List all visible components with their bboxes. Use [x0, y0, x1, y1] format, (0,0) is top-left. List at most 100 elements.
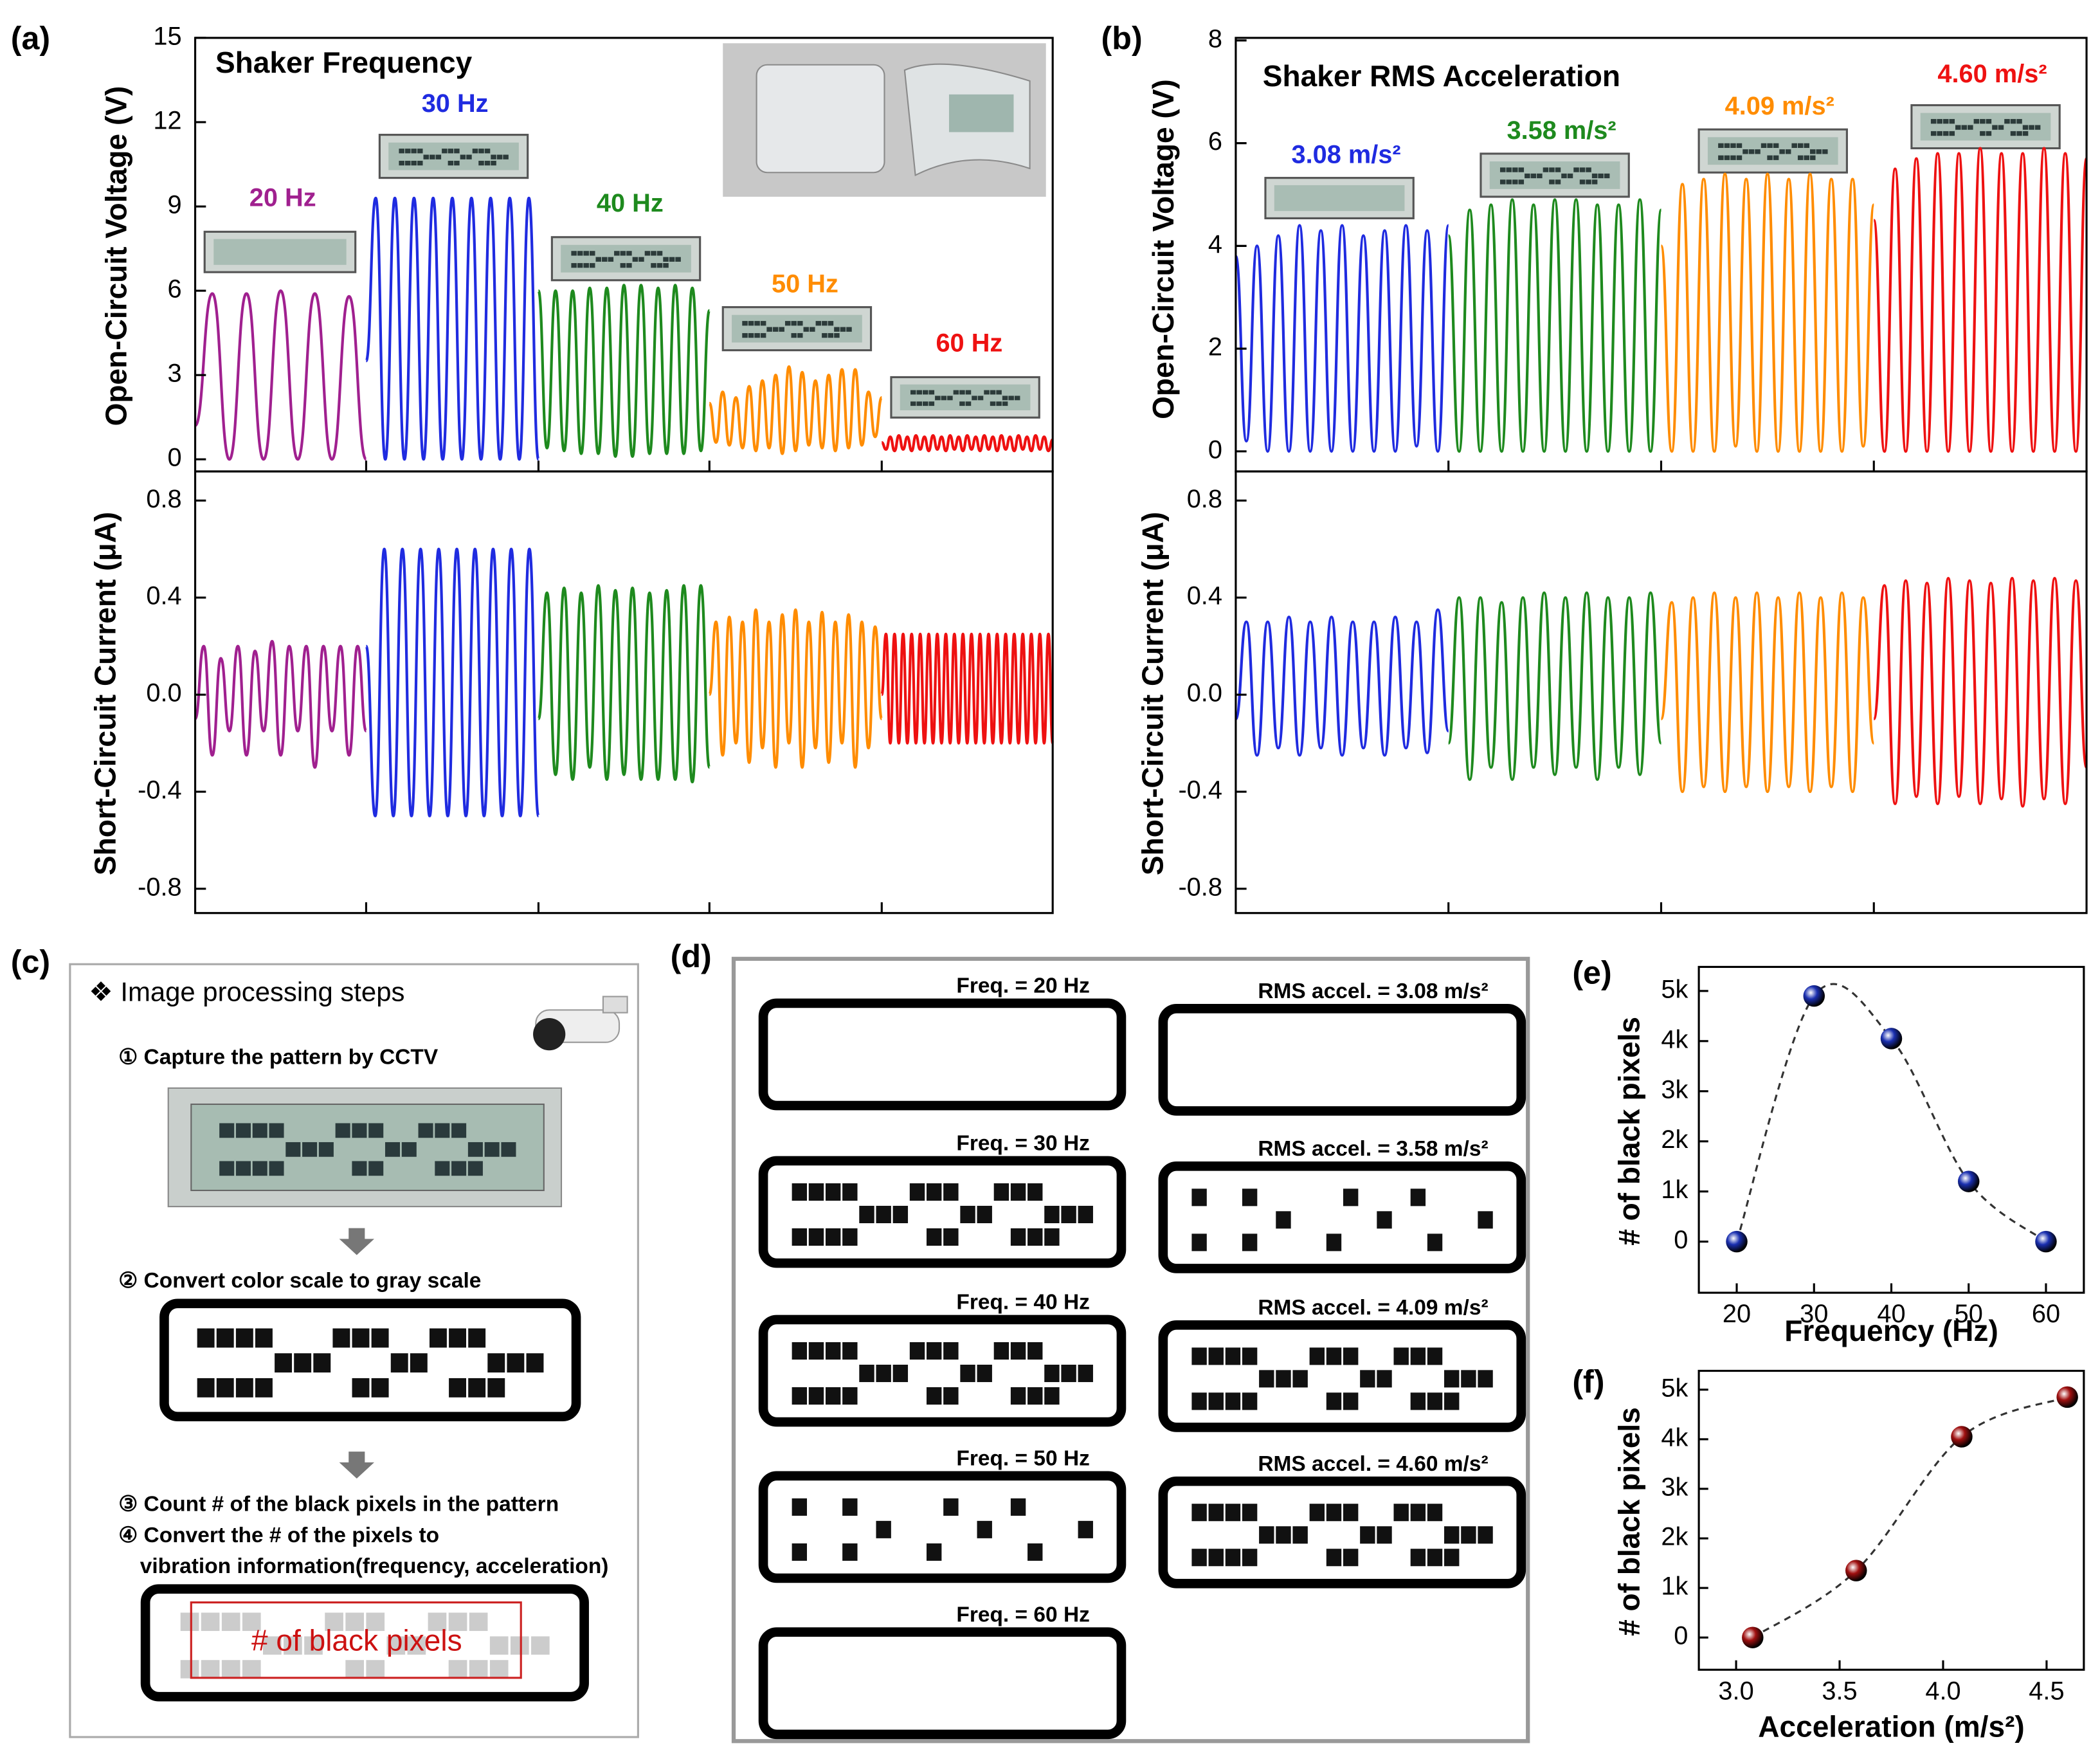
x-axis-label: Frequency (Hz): [1784, 1314, 1998, 1347]
pixel-block: [1044, 1228, 1060, 1246]
y-tick-label: 4k: [1661, 1423, 1688, 1452]
pixel-block: [1461, 1526, 1476, 1544]
pixel-block: [345, 1660, 364, 1679]
pixel-block: [1309, 1504, 1325, 1522]
pixel-block: [943, 1342, 959, 1360]
pixel-block: [784, 321, 791, 326]
pixel-block: [1785, 149, 1791, 154]
series-label: 40 Hz: [597, 189, 664, 217]
pixel-block: [927, 1342, 942, 1360]
panel-label: (e): [1572, 954, 1611, 990]
pixel-block: [766, 327, 772, 332]
pixel-block: [1427, 1504, 1443, 1522]
pixel-block: [489, 1660, 509, 1679]
fit-curve: [1735, 983, 2047, 1243]
pixel-block: [1343, 1347, 1359, 1365]
series-label: 60 Hz: [936, 329, 1002, 358]
signal-line: [194, 640, 368, 769]
pixel-block: [669, 257, 675, 262]
series-label: 4.60 m/s²: [1937, 60, 2047, 88]
pixel-block: [1410, 1188, 1426, 1206]
data-point: [1845, 1560, 1867, 1581]
pixel-block: [1377, 1526, 1392, 1544]
pixel-block: [484, 1142, 500, 1157]
pixel-block: [608, 257, 614, 262]
lcd-screen: [213, 239, 347, 265]
pixel-block: [489, 1636, 509, 1655]
pixel-block: [1044, 1205, 1060, 1223]
pixel-block: [797, 321, 803, 326]
y-axis-label: Short-Circuit Current (μA): [1136, 512, 1169, 875]
pixel-block: [825, 1228, 841, 1246]
pixel-block: [1810, 149, 1816, 154]
pixel-block: [1586, 167, 1591, 172]
pixel-block: [385, 1142, 401, 1157]
panel-label: (b): [1101, 20, 1143, 56]
pixel-block: [656, 251, 663, 256]
pixel-block: [876, 1364, 891, 1383]
pixel-block: [1360, 1526, 1375, 1544]
pixel-block: [892, 1364, 909, 1383]
pixel-block: [943, 1498, 959, 1516]
y-tick-label: 2k: [1661, 1523, 1688, 1551]
pixel-block: [2022, 125, 2029, 130]
pixel-block: [815, 321, 822, 326]
signal-line: [1660, 172, 1876, 453]
pixel-block: [834, 332, 840, 338]
y-tick-label: -0.8: [138, 873, 182, 901]
pixel-block: [1779, 149, 1785, 154]
pixel-block: [1797, 143, 1804, 149]
pixel-block: [1518, 179, 1525, 185]
pattern-outline: [1158, 1161, 1526, 1273]
pixel-block: [1512, 167, 1518, 172]
pixel-block: [760, 321, 766, 326]
pixel-block: [923, 390, 928, 395]
pixel-block: [876, 1520, 891, 1538]
pixel-block: [742, 332, 748, 338]
y-tick-label: 0: [168, 444, 182, 472]
pixel-block: [892, 1205, 909, 1223]
signal-line: [1447, 591, 1663, 781]
pixel-block: [614, 251, 620, 256]
y-tick-label: 2k: [1661, 1125, 1688, 1154]
y-tick-label: 0: [1674, 1622, 1688, 1650]
pixel-block: [595, 257, 602, 262]
pixel-block: [577, 251, 583, 256]
pixel-block: [876, 1205, 891, 1223]
pixel-block: [1225, 1504, 1241, 1522]
pixel-block: [487, 1353, 505, 1373]
pixel-block: [235, 1123, 251, 1138]
pixel-block: [201, 1660, 220, 1679]
pixel-block: [1242, 1549, 1258, 1567]
freq-label: Freq. = 50 Hz: [956, 1447, 1090, 1471]
pixel-block: [960, 1364, 975, 1383]
pixel-block: [972, 396, 977, 401]
panel-frame: [731, 956, 1530, 1743]
pixel-block: [1410, 1549, 1426, 1567]
pixel-block: [1078, 1364, 1093, 1383]
x-tick-label: 4.0: [1925, 1677, 1960, 1705]
pixel-block: [825, 1387, 841, 1405]
pixel-block: [418, 1123, 433, 1138]
pixel-block: [1427, 1549, 1443, 1567]
pixel-block: [1730, 155, 1736, 160]
accel-label: RMS accel. = 4.09 m/s²: [1258, 1296, 1488, 1320]
pixel-block: [1549, 167, 1555, 172]
plot-frame: [194, 470, 1054, 915]
pixel-block: [1767, 155, 1773, 160]
pixel-block: [411, 160, 417, 166]
pixel-block: [1208, 1347, 1224, 1365]
signal-line: [708, 608, 883, 769]
pixel-block: [1942, 131, 1949, 136]
pixel-block: [1461, 1370, 1476, 1388]
pixel-block: [448, 1660, 467, 1679]
pixel-block: [180, 1612, 199, 1632]
pixel-block: [1804, 143, 1810, 149]
pixel-block: [1598, 173, 1604, 179]
pixel-block: [1525, 173, 1530, 179]
pixel-block: [235, 1378, 253, 1397]
y-tick-label: 0.0: [1187, 679, 1222, 707]
pixel-block: [1961, 125, 1968, 130]
plot-frame: [1235, 470, 2088, 915]
